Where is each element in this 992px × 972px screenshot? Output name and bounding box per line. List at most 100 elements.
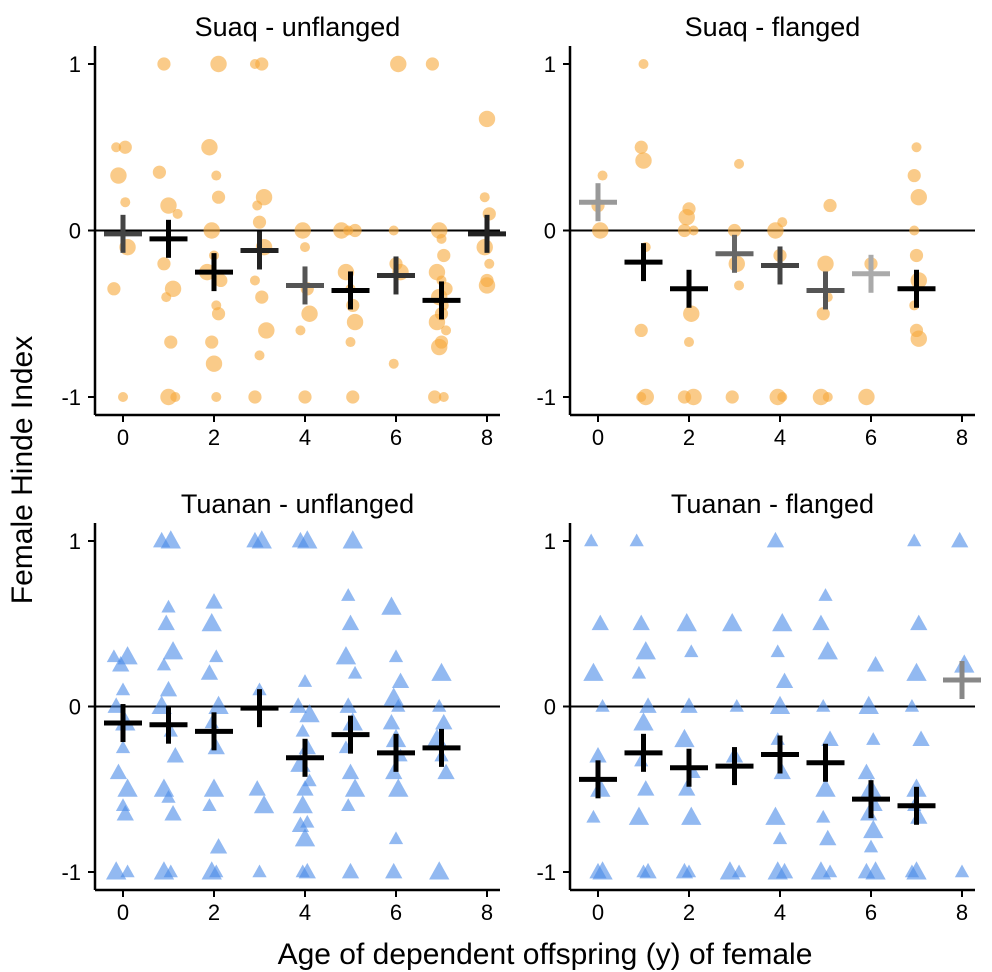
data-point xyxy=(163,864,178,878)
data-point xyxy=(382,713,401,730)
data-point xyxy=(817,255,834,272)
data-point xyxy=(428,390,442,404)
y-tick-label: 1 xyxy=(544,529,556,554)
data-point xyxy=(865,861,886,880)
data-point xyxy=(435,713,453,730)
data-point xyxy=(684,337,694,348)
data-point xyxy=(910,189,927,206)
data-point xyxy=(252,200,263,211)
panel-title: Suaq - unflanged xyxy=(195,12,401,42)
data-point xyxy=(822,392,833,402)
data-point xyxy=(727,223,742,238)
data-point xyxy=(258,322,275,339)
data-point xyxy=(211,392,222,402)
data-point xyxy=(907,168,921,183)
data-point xyxy=(677,223,692,238)
data-point xyxy=(441,325,452,336)
data-point xyxy=(347,665,363,679)
data-point xyxy=(425,57,439,71)
data-point xyxy=(431,338,448,356)
data-point xyxy=(681,806,702,825)
data-point xyxy=(816,307,830,321)
data-point xyxy=(906,662,927,681)
data-point xyxy=(345,337,356,348)
mean-marker xyxy=(670,748,708,787)
data-point xyxy=(203,778,225,797)
y-tick-label: -1 xyxy=(536,860,556,885)
data-point xyxy=(211,170,222,181)
data-point xyxy=(478,110,496,128)
data-point xyxy=(479,192,490,203)
mean-marker xyxy=(852,780,890,819)
data-point xyxy=(597,170,608,181)
mean-marker xyxy=(761,735,799,774)
data-point xyxy=(118,140,132,154)
data-point xyxy=(592,222,609,239)
data-point xyxy=(822,864,838,878)
data-point xyxy=(675,862,694,879)
data-point xyxy=(107,697,125,713)
x-tick-label: 2 xyxy=(683,900,695,925)
y-axis-title: Female Hinde Index xyxy=(6,336,39,604)
x-tick-label: 2 xyxy=(683,425,695,450)
data-point xyxy=(818,588,833,601)
data-point xyxy=(157,614,175,631)
data-point xyxy=(116,804,134,821)
x-tick-label: 8 xyxy=(481,900,493,925)
data-point xyxy=(111,142,122,153)
y-tick-label: 0 xyxy=(544,695,556,720)
data-point xyxy=(678,208,695,226)
data-point xyxy=(431,662,452,681)
data-point xyxy=(161,790,176,803)
data-point xyxy=(297,530,318,549)
mean-marker xyxy=(624,243,663,282)
data-point xyxy=(858,695,879,714)
mean-marker xyxy=(670,269,708,308)
data-point xyxy=(109,763,128,780)
data-point xyxy=(110,167,127,184)
data-point xyxy=(767,861,788,880)
data-point xyxy=(341,588,356,601)
data-point xyxy=(904,864,920,878)
data-point xyxy=(166,747,184,763)
mean-marker xyxy=(579,760,617,799)
data-point xyxy=(117,646,138,665)
data-point xyxy=(688,225,699,236)
x-tick-label: 0 xyxy=(117,425,129,450)
data-point xyxy=(252,682,267,696)
y-tick-label: 1 xyxy=(69,52,81,77)
mean-marker xyxy=(331,271,370,310)
data-point xyxy=(341,798,356,812)
data-point xyxy=(388,225,399,236)
data-point xyxy=(205,355,223,372)
data-point xyxy=(152,165,166,179)
data-point xyxy=(295,325,306,336)
data-point xyxy=(951,531,969,548)
mean-marker xyxy=(806,271,845,310)
data-point xyxy=(294,828,316,847)
data-point xyxy=(301,305,318,322)
data-point xyxy=(344,778,366,797)
data-point xyxy=(437,763,455,780)
data-point xyxy=(816,809,831,823)
data-point xyxy=(251,530,272,549)
data-point xyxy=(294,222,311,239)
data-point xyxy=(388,831,404,845)
data-point xyxy=(734,158,745,169)
data-point xyxy=(816,699,831,712)
data-point xyxy=(295,723,310,737)
y-tick-label: 1 xyxy=(69,529,81,554)
panel-1: Suaq - unflanged -1 0 1 0 2 4 6 8 xyxy=(61,12,506,450)
data-point xyxy=(200,664,219,680)
data-point xyxy=(120,864,135,878)
panel-title: Suaq - flanged xyxy=(685,12,861,42)
data-point xyxy=(678,780,696,796)
data-point xyxy=(632,614,650,631)
data-point xyxy=(866,656,885,672)
data-point xyxy=(857,763,876,780)
data-point xyxy=(201,613,222,632)
x-tick-label: 4 xyxy=(299,900,311,925)
mean-marker xyxy=(240,689,279,728)
data-point xyxy=(584,533,599,547)
data-point xyxy=(172,208,183,219)
